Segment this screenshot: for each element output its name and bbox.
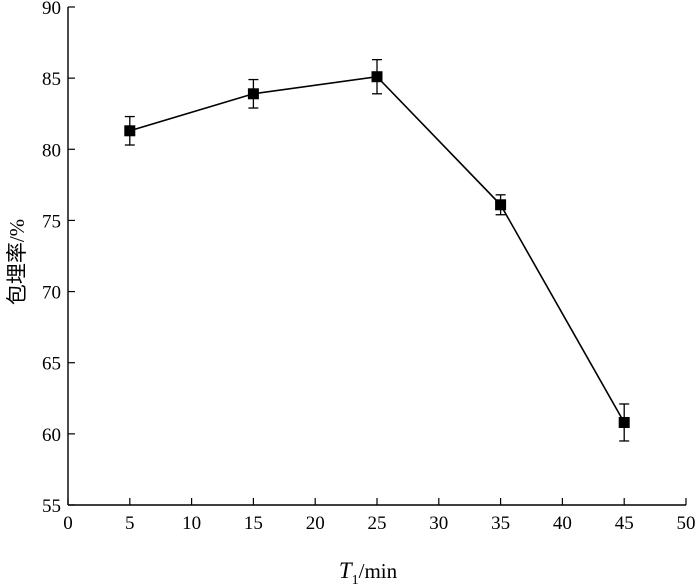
y-tick-label: 85 <box>42 69 61 90</box>
x-tick-label: 15 <box>244 513 263 534</box>
x-axis-title-unit: /min <box>359 559 398 583</box>
x-tick-label: 30 <box>429 513 448 534</box>
y-tick-label: 65 <box>42 354 61 375</box>
x-tick-label: 40 <box>553 513 572 534</box>
x-tick-label: 50 <box>677 513 696 534</box>
x-axis-title-main: T <box>339 558 354 583</box>
y-tick-label: 75 <box>42 211 61 232</box>
series-layer <box>124 58 630 442</box>
series-line <box>129 75 625 423</box>
x-tick-label: 35 <box>491 513 510 534</box>
y-tick-label: 80 <box>42 140 61 161</box>
x-ticks: 0 5 10 15 20 25 30 35 40 45 50 <box>63 498 696 534</box>
x-tick-label: 20 <box>306 513 325 534</box>
x-tick-label: 45 <box>615 513 634 534</box>
data-point <box>247 88 259 100</box>
x-tick-label: 25 <box>368 513 387 534</box>
y-tick-label: 55 <box>42 496 61 517</box>
x-tick-label: 5 <box>125 513 135 534</box>
y-ticks: 55 60 65 70 75 80 85 90 <box>42 0 75 517</box>
x-tick-label: 10 <box>182 513 201 534</box>
data-point <box>371 71 383 83</box>
x-axis-title: T1/min <box>339 558 398 586</box>
x-tick-label: 0 <box>63 513 73 534</box>
y-tick-label: 70 <box>42 283 61 304</box>
y-tick-label: 90 <box>42 0 61 19</box>
data-point <box>495 199 507 211</box>
data-point <box>618 416 630 428</box>
y-tick-label: 60 <box>42 425 61 446</box>
y-axis-title: 包埋率/% <box>5 219 29 305</box>
x-axis-title-sub: 1 <box>352 573 359 586</box>
data-point <box>124 125 136 137</box>
